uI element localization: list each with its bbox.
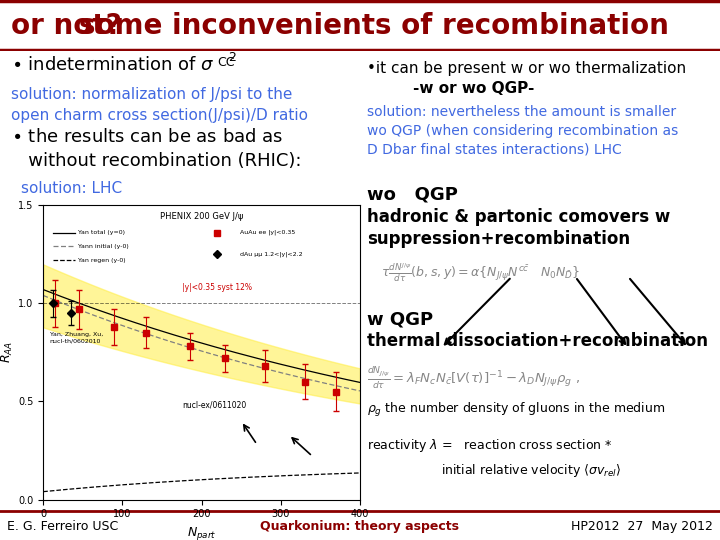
Text: Yann initial (y-0): Yann initial (y-0): [78, 244, 129, 249]
Text: reactivity $\lambda$ =   reaction cross section *: reactivity $\lambda$ = reaction cross se…: [367, 437, 613, 454]
Text: nucl-ex/0611020: nucl-ex/0611020: [181, 400, 246, 409]
Text: Yan regen (y-0): Yan regen (y-0): [78, 258, 126, 262]
Text: AuAu ee |y|<0.35: AuAu ee |y|<0.35: [240, 230, 295, 235]
Text: •it can be present w or wo thermalization: •it can be present w or wo thermalizatio…: [367, 60, 686, 76]
Text: initial relative velocity $\langle\sigma v_{rel}\rangle$: initial relative velocity $\langle\sigma…: [441, 462, 621, 478]
Text: HP2012  27  May 2012: HP2012 27 May 2012: [571, 520, 713, 533]
Text: $\bullet$ the results can be as bad as
   without recombination (RHIC):: $\bullet$ the results can be as bad as w…: [11, 128, 301, 170]
Text: Yan total (y=0): Yan total (y=0): [78, 230, 125, 235]
Text: E. G. Ferreiro USC: E. G. Ferreiro USC: [7, 520, 119, 533]
Text: |y|<0.35 syst 12%: |y|<0.35 syst 12%: [181, 282, 252, 292]
Text: wo   QGP: wo QGP: [367, 185, 458, 204]
Text: dAu μμ 1.2<|y|<2.2: dAu μμ 1.2<|y|<2.2: [240, 252, 302, 257]
Text: $\tau \frac{dN^{J/\psi}}{d\tau}(b,s,y) = \alpha\{N_{J/\psi}N^{c\bar{c}} \quad N_: $\tau \frac{dN^{J/\psi}}{d\tau}(b,s,y) =…: [382, 261, 580, 284]
X-axis label: $N_{part}$: $N_{part}$: [186, 525, 217, 540]
Text: hadronic & partonic comovers w
suppression+recombination: hadronic & partonic comovers w suppressi…: [367, 208, 670, 248]
Text: solution: LHC: solution: LHC: [22, 180, 122, 195]
Text: Yan, Zhuang, Xu,
nucl-th/0602010: Yan, Zhuang, Xu, nucl-th/0602010: [50, 332, 103, 343]
Text: CC: CC: [217, 56, 235, 69]
Text: $\rho_g$ the number density of gluons in the medium: $\rho_g$ the number density of gluons in…: [367, 402, 665, 420]
Text: thermal dissociation+recombination: thermal dissociation+recombination: [367, 333, 708, 350]
Text: -w or wo QGP-: -w or wo QGP-: [413, 81, 534, 96]
Text: w QGP: w QGP: [367, 310, 433, 328]
Text: solution: nevertheless the amount is smaller
wo QGP (when considering recombinat: solution: nevertheless the amount is sma…: [367, 105, 678, 156]
Text: some inconvenients of recombination: some inconvenients of recombination: [79, 12, 670, 39]
Text: Quarkonium: theory aspects: Quarkonium: theory aspects: [261, 520, 459, 533]
Text: $\frac{dN_{J/\psi}}{d\tau} = \lambda_F N_c N_{\bar{c}}[V(\tau)]^{-1} - \lambda_D: $\frac{dN_{J/\psi}}{d\tau} = \lambda_F N…: [367, 366, 580, 391]
Text: solution: normalization of J/psi to the
open charm cross section(J/psi)/D ratio: solution: normalization of J/psi to the …: [11, 87, 307, 123]
Text: 2: 2: [228, 51, 235, 64]
Text: $\bullet$ indetermination of $\sigma$: $\bullet$ indetermination of $\sigma$: [11, 56, 215, 74]
Text: PHENIX 200 GeV J/ψ: PHENIX 200 GeV J/ψ: [160, 212, 243, 221]
Y-axis label: $R_{AA}$: $R_{AA}$: [0, 341, 15, 363]
Text: or not?: or not?: [11, 12, 122, 39]
